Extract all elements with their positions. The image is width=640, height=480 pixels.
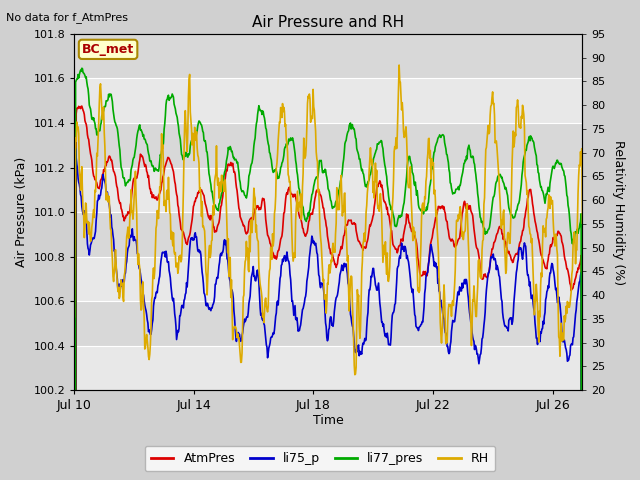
Y-axis label: Relativity Humidity (%): Relativity Humidity (%): [612, 140, 625, 285]
Bar: [74, 168, 582, 212]
X-axis label: Time: Time: [313, 414, 344, 427]
Text: No data for f_AtmPres: No data for f_AtmPres: [6, 12, 129, 23]
Bar: [74, 34, 582, 78]
Bar: [74, 123, 582, 168]
Bar: [74, 301, 582, 346]
Bar: [74, 257, 582, 301]
Legend: AtmPres, li75_p, li77_pres, RH: AtmPres, li75_p, li77_pres, RH: [145, 446, 495, 471]
Y-axis label: Air Pressure (kPa): Air Pressure (kPa): [15, 157, 28, 267]
Bar: [74, 346, 582, 390]
Bar: [74, 78, 582, 123]
Title: Air Pressure and RH: Air Pressure and RH: [252, 15, 404, 30]
Bar: [74, 212, 582, 257]
Text: BC_met: BC_met: [82, 43, 134, 56]
